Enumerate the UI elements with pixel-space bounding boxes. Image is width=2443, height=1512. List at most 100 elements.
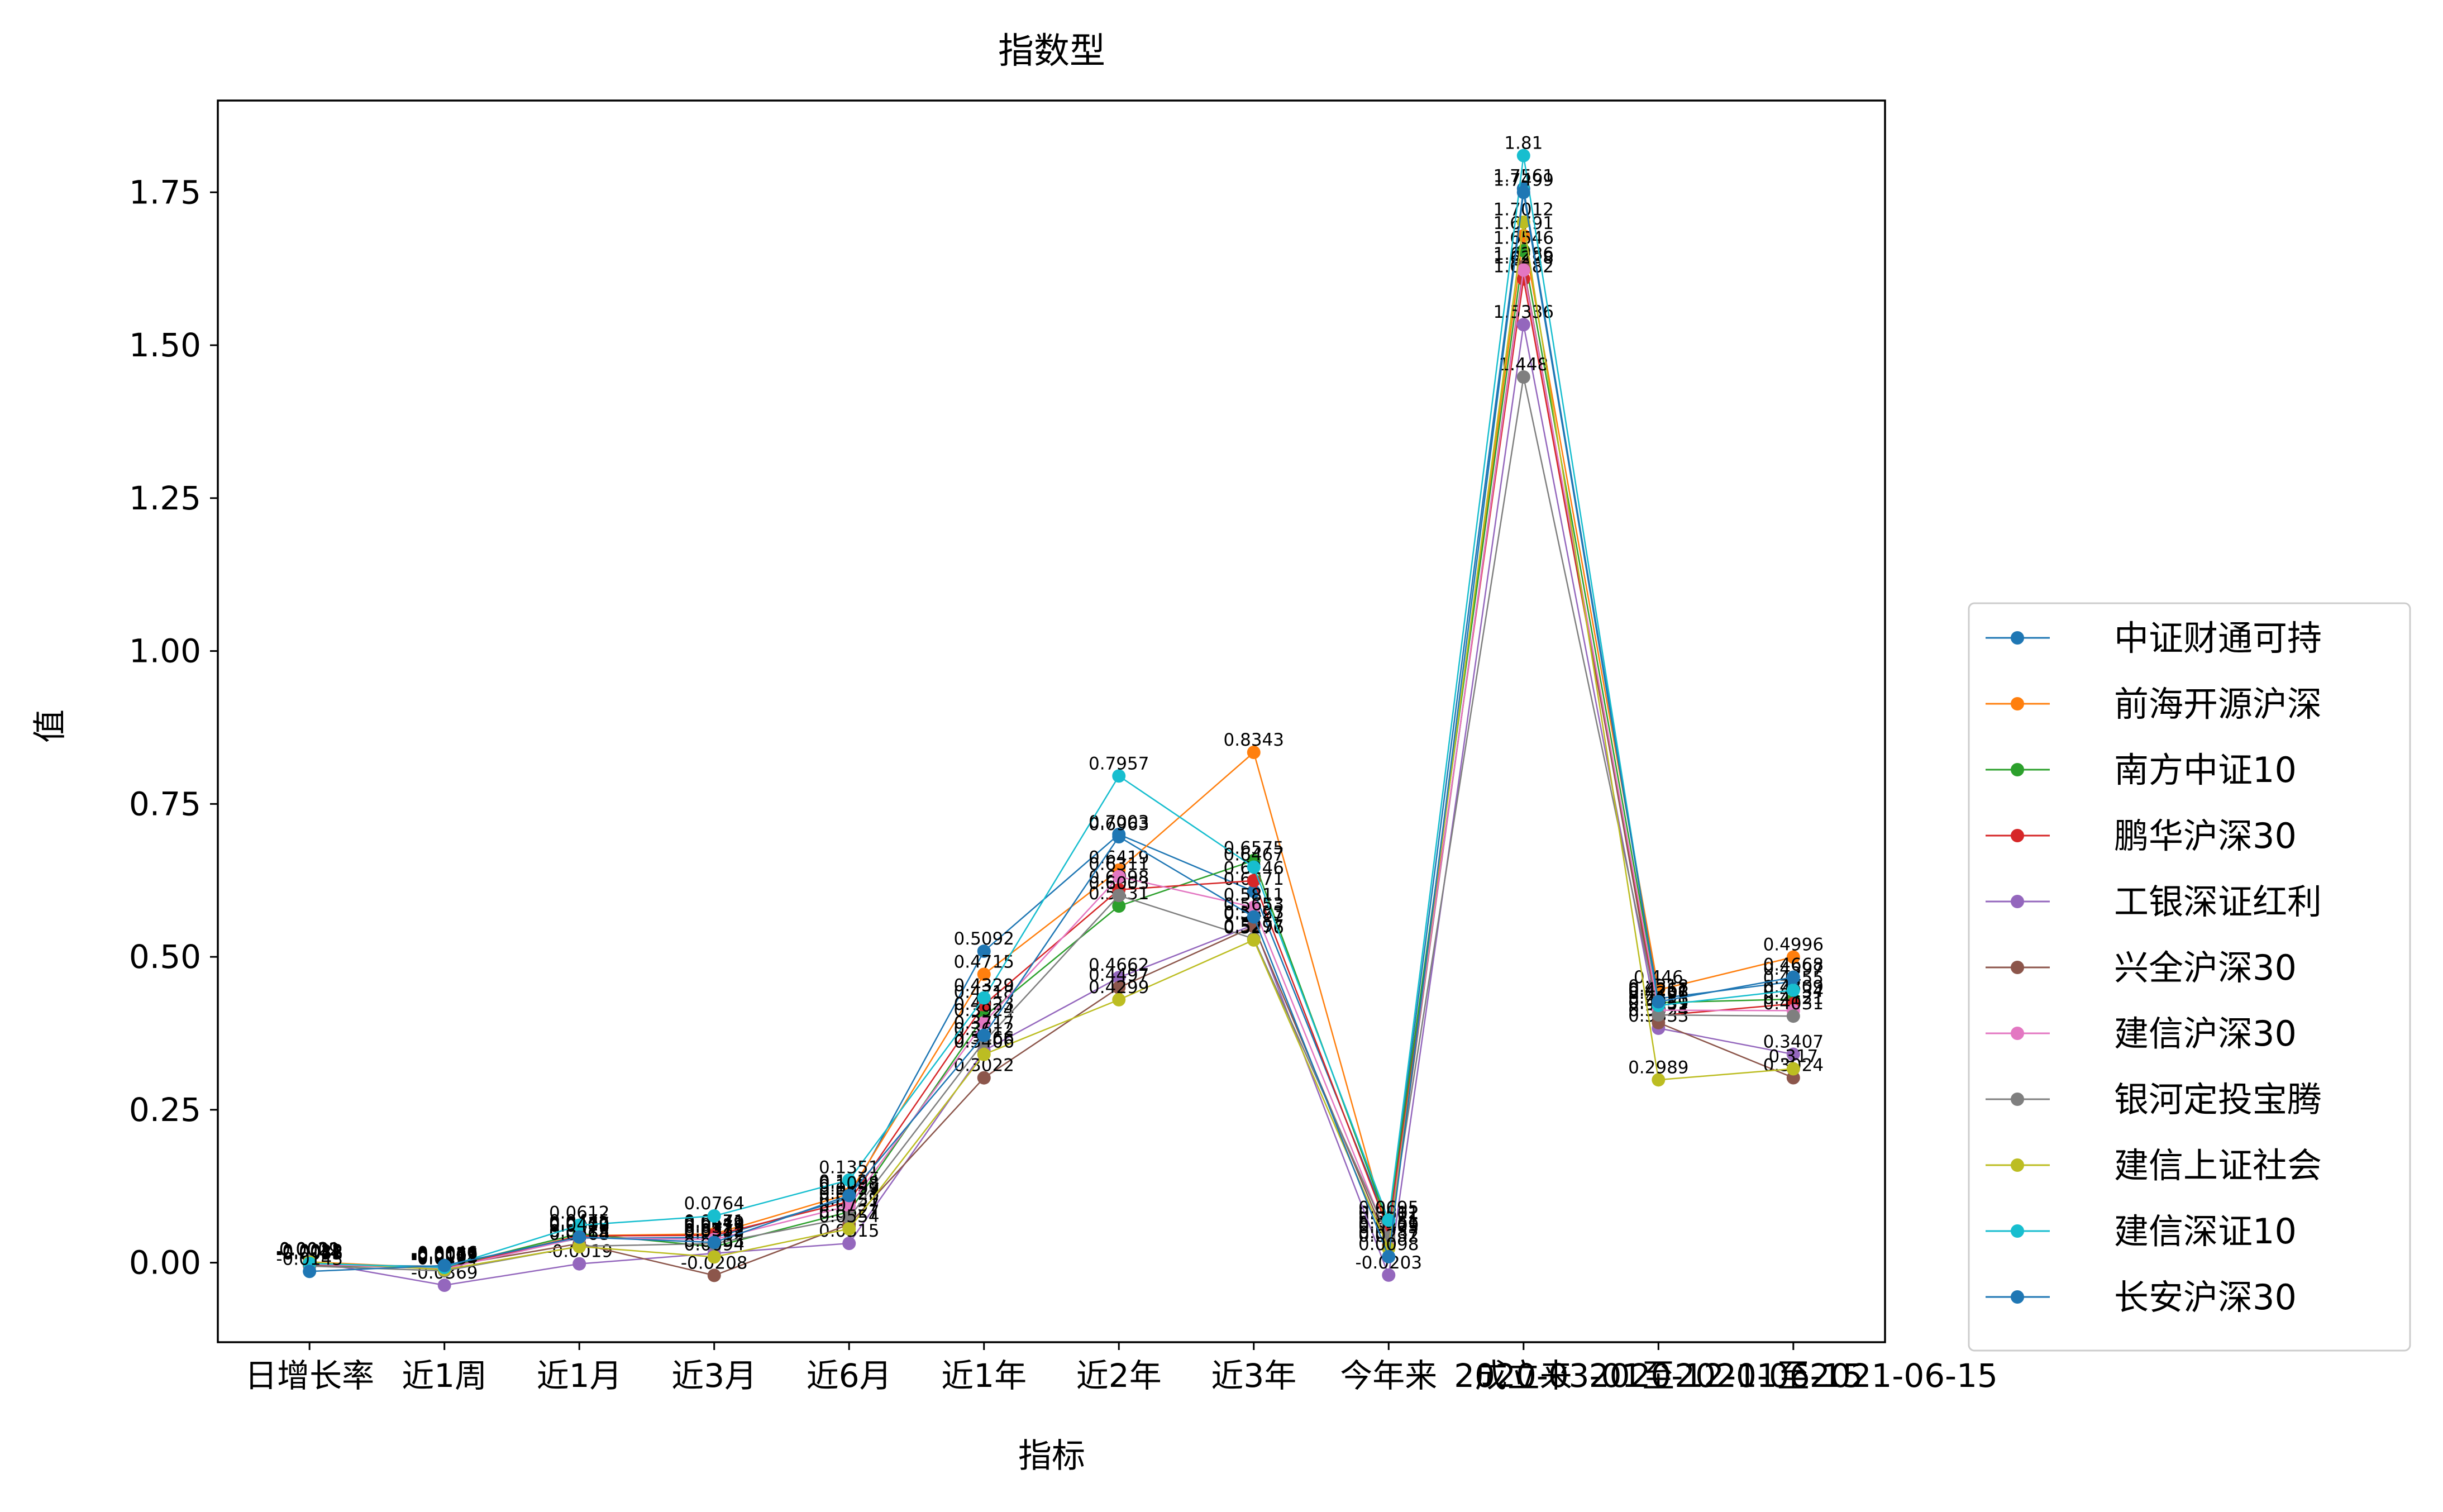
data-label: 0.4668: [1763, 955, 1824, 975]
data-label: 1.7561: [1494, 166, 1554, 187]
data-point: [1786, 970, 1800, 984]
data-point: [1112, 769, 1126, 783]
data-point: [977, 967, 991, 981]
data-label: 0.0419: [549, 1215, 609, 1235]
data-point: [1786, 950, 1800, 964]
data-point: [1382, 1249, 1396, 1263]
series-11: -0.0143 -0.0046 0.0419 0.0332 0.1098 0.3717 0.…: [276, 170, 1824, 1279]
data-point: [1112, 830, 1126, 844]
x-tick-label: 近6月: [807, 1357, 892, 1395]
series-line: [309, 324, 1794, 1286]
data-point: [572, 1239, 586, 1253]
data-point: [1247, 933, 1261, 947]
data-point: [303, 1265, 317, 1279]
data-label: 0.3407: [1763, 1032, 1824, 1052]
data-point: [842, 1173, 856, 1187]
data-label: 0.6003: [1089, 873, 1149, 893]
y-tick-label: 0.50: [129, 938, 201, 976]
y-tick-label: 1.25: [129, 479, 201, 517]
data-label: 0.4329: [954, 976, 1014, 996]
legend-marker: [2011, 961, 2024, 974]
legend-item: 前海开源沪深: [1986, 684, 2322, 724]
x-tick-label: 近3年: [1211, 1357, 1296, 1395]
data-point: [977, 1047, 991, 1061]
data-label: 1.6228: [1494, 248, 1554, 268]
data-point: [1652, 1008, 1666, 1022]
data-point: [977, 1028, 991, 1042]
legend-label: 长安沪深30: [2114, 1277, 2297, 1318]
data-label: 0.1351: [819, 1158, 879, 1178]
data-point: [572, 1230, 586, 1244]
series-line: [309, 222, 1793, 1271]
data-label: 0.4996: [1763, 935, 1824, 955]
legend-item: 中证财通可持: [1986, 618, 2322, 659]
legend-label: 兴全沪深30: [2114, 947, 2297, 988]
data-label: 0.0232: [1358, 1226, 1419, 1246]
data-label: 0.6963: [1089, 814, 1149, 834]
data-label: 0.1098: [819, 1173, 879, 1193]
data-label: 1.7499: [1494, 170, 1554, 190]
data-point: [1247, 910, 1261, 924]
legend-item: 建信上证社会: [1986, 1145, 2322, 1186]
legend-item: 南方中证10: [1986, 750, 2297, 790]
data-point: [1112, 981, 1126, 995]
data-label: 0.0612: [549, 1203, 609, 1223]
x-axis-label: 指标: [1018, 1437, 1085, 1476]
data-point: [1516, 370, 1530, 384]
legend-marker: [2011, 1093, 2024, 1106]
legend-label: 工银深证红利: [2114, 881, 2322, 922]
legend-marker: [2011, 895, 2024, 908]
data-point: [1382, 1213, 1396, 1227]
legend-label: 建信上证社会: [2114, 1145, 2322, 1186]
data-point: [1112, 870, 1126, 884]
data-point: [842, 1199, 856, 1213]
series-line: [309, 270, 1793, 1270]
legend-marker: [2011, 1158, 2024, 1172]
data-point: [1516, 263, 1530, 277]
x-tick-label: 成立来: [1475, 1357, 1572, 1395]
data-point: [1786, 1009, 1800, 1023]
data-label: 1.7012: [1494, 200, 1554, 220]
data-point: [1786, 1047, 1800, 1061]
data-point: [1516, 149, 1530, 163]
data-label: 1.448: [1499, 355, 1548, 375]
data-point: [437, 1279, 451, 1292]
legend-marker: [2011, 631, 2024, 645]
x-tick-label: 2020-03-01至2021-06-15: [1454, 1357, 1863, 1395]
data-point: [1516, 185, 1530, 199]
legend-label: 南方中证10: [2114, 750, 2297, 790]
data-point: [1112, 971, 1126, 985]
legend-marker: [2011, 1027, 2024, 1040]
data-label: 0.0098: [1358, 1234, 1419, 1255]
y-axis-label: 值: [31, 709, 70, 743]
data-point: [1786, 983, 1800, 997]
data-point: [572, 1218, 586, 1232]
legend-item: 长安沪深30: [1986, 1277, 2297, 1318]
data-label: 0.6419: [1089, 848, 1149, 868]
data-label: 0.0009: [279, 1240, 340, 1260]
x-tick-label: 近1月: [537, 1357, 622, 1395]
data-label: 0.317: [1768, 1047, 1818, 1067]
legend-label: 前海开源沪深: [2114, 684, 2322, 724]
data-point: [1382, 1268, 1396, 1282]
series-line: [309, 155, 1793, 1268]
y-tick-label: 1.75: [129, 173, 201, 211]
y-tick-label: 1.00: [129, 632, 201, 670]
data-label: 0.6575: [1224, 838, 1284, 858]
data-point: [1247, 900, 1261, 914]
y-tick-label: 0.25: [129, 1091, 201, 1129]
data-point: [707, 1250, 721, 1264]
data-label: 0.4497: [1089, 965, 1149, 985]
legend-label: 建信沪深30: [2114, 1013, 2297, 1054]
legend-marker: [2011, 697, 2024, 710]
data-label: -0.0046: [411, 1243, 478, 1263]
data-label: 0.6311: [1089, 855, 1149, 875]
legend-label: 中证财通可持: [2114, 618, 2322, 659]
x-tick-label: 近3月: [671, 1357, 757, 1395]
data-label: 0.4267: [1628, 979, 1688, 999]
data-label: 0.7957: [1089, 753, 1149, 774]
